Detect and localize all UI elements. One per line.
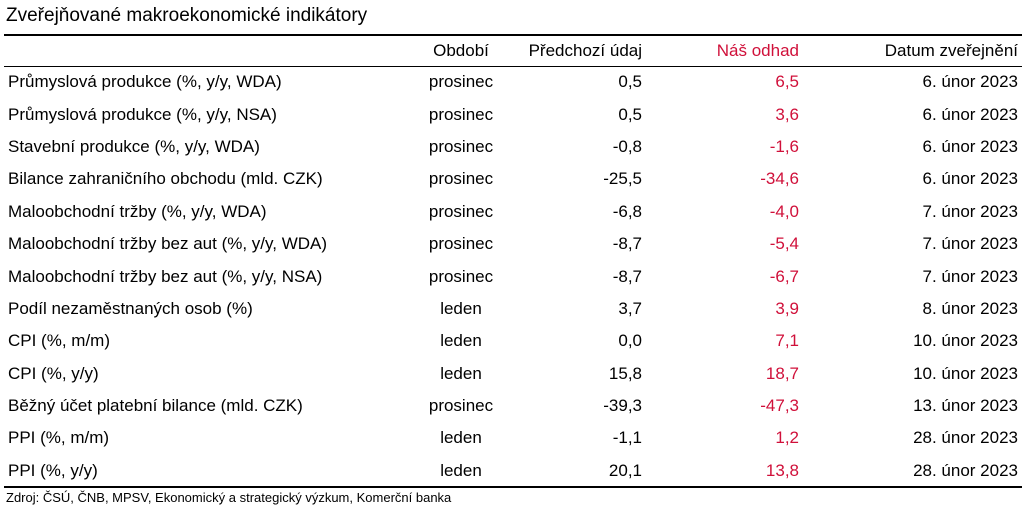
cell-indicator: Průmyslová produkce (%, y/y, NSA) xyxy=(8,104,277,124)
cell-estimate: 18,7 xyxy=(765,363,799,383)
cell-date: 6. únor 2023 xyxy=(922,136,1018,156)
cell-indicator: PPI (%, m/m) xyxy=(8,428,110,448)
cell-previous: -25,5 xyxy=(603,169,642,189)
cell-period: prosinec xyxy=(428,104,494,124)
cell-previous: -8,7 xyxy=(612,234,642,254)
cell-period: prosinec xyxy=(428,396,494,416)
cell-estimate: 1,2 xyxy=(775,428,799,448)
table-row: PPI (%, m/m) leden -1,1 1,2 28. únor 2023 xyxy=(4,422,1022,454)
cell-estimate: 3,9 xyxy=(775,298,799,318)
cell-estimate: 13,8 xyxy=(765,460,799,480)
cell-estimate: 7,1 xyxy=(775,331,799,351)
cell-previous: -8,7 xyxy=(612,266,642,286)
cell-indicator: Maloobchodní tržby bez aut (%, y/y, NSA) xyxy=(8,266,323,286)
cell-period: prosinec xyxy=(428,266,494,286)
table-row: Maloobchodní tržby bez aut (%, y/y, WDA)… xyxy=(4,228,1022,260)
cell-previous: -0,8 xyxy=(612,136,642,156)
cell-date: 28. únor 2023 xyxy=(913,428,1018,448)
table-row: Maloobchodní tržby (%, y/y, WDA) prosinec… xyxy=(4,196,1022,228)
cell-date: 7. únor 2023 xyxy=(922,266,1018,286)
cell-period: leden xyxy=(440,298,482,318)
table-row: Průmyslová produkce (%, y/y, WDA) prosine… xyxy=(4,66,1022,98)
cell-period: prosinec xyxy=(428,136,494,156)
table-row: Průmyslová produkce (%, y/y, NSA) prosine… xyxy=(4,98,1022,130)
column-header-date: Datum zveřejnění xyxy=(804,36,1022,67)
column-header-name xyxy=(4,36,400,67)
cell-date: 28. únor 2023 xyxy=(913,460,1018,480)
cell-previous: 0,5 xyxy=(618,72,642,92)
table-row: CPI (%, y/y) leden 15,8 18,7 10. únor 2023 xyxy=(4,358,1022,390)
column-header-period: Období xyxy=(400,36,522,67)
cell-indicator: Maloobchodní tržby bez aut (%, y/y, WDA) xyxy=(8,234,328,254)
cell-date: 6. únor 2023 xyxy=(922,72,1018,92)
cell-estimate: -4,0 xyxy=(769,201,799,221)
table-row: Běžný účet platební bilance (mld. CZK) pr… xyxy=(4,390,1022,422)
table-row: Stavební produkce (%, y/y, WDA) prosinec -… xyxy=(4,131,1022,163)
cell-previous: 20,1 xyxy=(608,460,642,480)
cell-previous: -1,1 xyxy=(612,428,642,448)
cell-indicator: CPI (%, m/m) xyxy=(8,331,110,351)
cell-previous: -6,8 xyxy=(612,201,642,221)
table-row: Podíl nezaměstnaných osob (%) leden 3,7 3,9… xyxy=(4,293,1022,325)
indicators-table: Období Předchozí údaj Náš odhad Datum zv… xyxy=(4,36,1022,487)
table-body: Průmyslová produkce (%, y/y, WDA) prosine… xyxy=(4,66,1022,487)
column-header-estimate: Náš odhad xyxy=(647,36,804,67)
table-row: CPI (%, m/m) leden 0,0 7,1 10. únor 2023 xyxy=(4,325,1022,357)
header-row: Období Předchozí údaj Náš odhad Datum zv… xyxy=(4,36,1022,67)
table-row: PPI (%, y/y) leden 20,1 13,8 28. únor 2023 xyxy=(4,455,1022,487)
cell-period: leden xyxy=(440,460,482,480)
cell-indicator: PPI (%, y/y) xyxy=(8,460,98,480)
cell-previous: 0,0 xyxy=(618,331,642,351)
cell-indicator: CPI (%, y/y) xyxy=(8,363,99,383)
cell-previous: -39,3 xyxy=(603,396,642,416)
cell-previous: 3,7 xyxy=(618,298,642,318)
table-title: Zveřejňované makroekonomické indikátory xyxy=(6,5,368,26)
cell-date: 6. únor 2023 xyxy=(922,169,1018,189)
cell-estimate: -47,3 xyxy=(760,396,799,416)
cell-estimate: 3,6 xyxy=(775,104,799,124)
cell-indicator: Průmyslová produkce (%, y/y, WDA) xyxy=(8,72,282,92)
cell-estimate: -5,4 xyxy=(769,234,799,254)
cell-period: leden xyxy=(440,363,482,383)
cell-period: prosinec xyxy=(428,72,494,92)
cell-date: 10. únor 2023 xyxy=(913,331,1018,351)
cell-period: prosinec xyxy=(428,201,494,221)
cell-estimate: -34,6 xyxy=(760,169,799,189)
column-header-previous: Předchozí údaj xyxy=(522,36,647,67)
bottom-rule xyxy=(4,486,1022,488)
cell-indicator: Bilance zahraničního obchodu (mld. CZK) xyxy=(8,169,323,189)
top-rule xyxy=(4,34,1022,36)
cell-indicator: Běžný účet platební bilance (mld. CZK) xyxy=(8,396,303,416)
cell-date: 10. únor 2023 xyxy=(913,363,1018,383)
cell-estimate: 6,5 xyxy=(775,72,799,92)
cell-date: 7. únor 2023 xyxy=(922,234,1018,254)
cell-period: leden xyxy=(440,428,482,448)
cell-date: 7. únor 2023 xyxy=(922,201,1018,221)
source-note: Zdroj: ČSÚ, ČNB, MPSV, Ekonomický a stra… xyxy=(6,490,452,505)
cell-date: 8. únor 2023 xyxy=(922,298,1018,318)
cell-period: prosinec xyxy=(428,169,494,189)
cell-date: 6. únor 2023 xyxy=(922,104,1018,124)
cell-date: 13. únor 2023 xyxy=(913,396,1018,416)
cell-estimate: -1,6 xyxy=(769,136,799,156)
cell-period: prosinec xyxy=(428,234,494,254)
table-row: Maloobchodní tržby bez aut (%, y/y, NSA)… xyxy=(4,260,1022,292)
cell-previous: 15,8 xyxy=(608,363,642,383)
table-row: Bilance zahraničního obchodu (mld. CZK) p… xyxy=(4,163,1022,195)
cell-previous: 0,5 xyxy=(618,104,642,124)
cell-indicator: Stavební produkce (%, y/y, WDA) xyxy=(8,136,260,156)
cell-indicator: Podíl nezaměstnaných osob (%) xyxy=(8,298,253,318)
cell-period: leden xyxy=(440,331,482,351)
cell-indicator: Maloobchodní tržby (%, y/y, WDA) xyxy=(8,201,267,221)
cell-estimate: -6,7 xyxy=(769,266,799,286)
